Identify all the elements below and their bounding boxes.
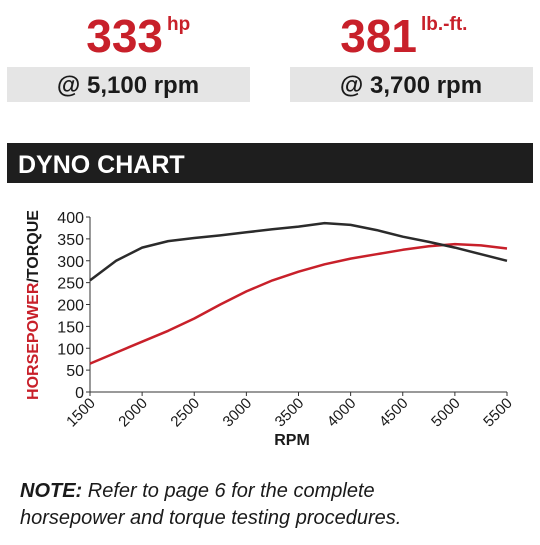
- x-tick-label: 4500: [376, 395, 412, 431]
- y-axis-label: HORSEPOWER/TORQUE: [25, 210, 42, 400]
- stat-unit: hp: [167, 14, 190, 35]
- y-label-part: HORSEPOWER: [25, 282, 42, 400]
- y-tick-label: 350: [57, 232, 84, 249]
- stat-number: 333: [86, 10, 163, 62]
- x-tick-label: 5500: [480, 395, 516, 431]
- y-tick-label: 50: [66, 363, 84, 380]
- x-tick-label: 3500: [272, 395, 308, 431]
- rpm-box: [7, 67, 250, 102]
- x-tick-label: 5000: [428, 395, 464, 431]
- series-line: [89, 221, 508, 282]
- y-tick-label: 150: [57, 319, 84, 336]
- series-line: [89, 242, 508, 365]
- y-tick-label: 200: [57, 298, 84, 315]
- x-tick-label: 2500: [167, 395, 203, 431]
- y-tick-label: 300: [57, 254, 84, 271]
- stat-rpm: @ 3,700 rpm: [340, 72, 482, 99]
- x-axis-label: RPM: [274, 432, 310, 449]
- x-tick-label: 2000: [115, 395, 151, 431]
- y-tick-label: 250: [57, 276, 84, 293]
- rpm-box: [290, 67, 533, 102]
- x-tick-label: 4000: [324, 395, 360, 431]
- y-tick-label: 0: [75, 385, 84, 402]
- y-tick-label: 400: [57, 210, 84, 227]
- section-title: DYNO CHART: [18, 151, 185, 179]
- x-tick-label: 1500: [63, 395, 99, 431]
- note-text: Refer to page 6 for the complete: [88, 480, 375, 502]
- stat-number: 381: [340, 10, 417, 62]
- stat-unit: lb.-ft.: [421, 14, 467, 35]
- y-tick-label: 100: [57, 341, 84, 358]
- section-bar: [7, 143, 533, 183]
- note-text: horsepower and torque testing procedures…: [20, 507, 401, 529]
- x-tick-label: 3000: [220, 395, 256, 431]
- note-label: NOTE:: [20, 480, 82, 502]
- stat-rpm: @ 5,100 rpm: [57, 72, 199, 99]
- y-label-part: /TORQUE: [25, 210, 42, 283]
- note-line: NOTE: Refer to page 6 for the complete: [20, 480, 375, 502]
